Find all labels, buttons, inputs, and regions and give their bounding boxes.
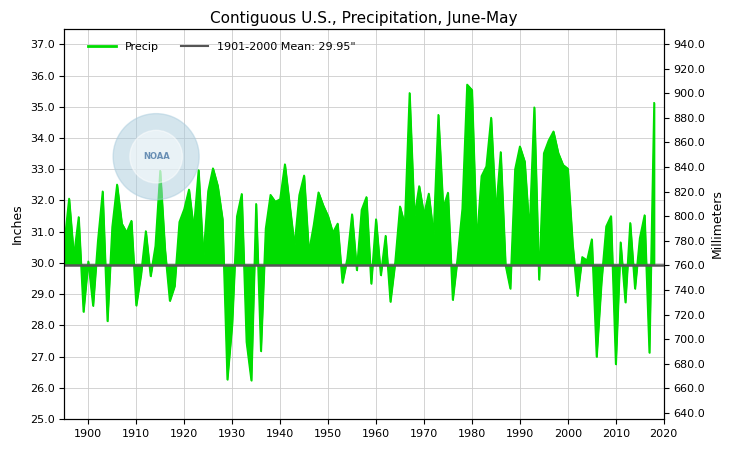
Legend: Precip, 1901-2000 Mean: 29.95": Precip, 1901-2000 Mean: 29.95" [87, 42, 356, 52]
Text: NOAA: NOAA [143, 152, 170, 161]
Title: Contiguous U.S., Precipitation, June-May: Contiguous U.S., Precipitation, June-May [210, 11, 517, 26]
Circle shape [113, 113, 199, 200]
Y-axis label: Millimeters: Millimeters [711, 189, 724, 258]
Circle shape [130, 130, 182, 183]
Y-axis label: Inches: Inches [11, 203, 24, 244]
